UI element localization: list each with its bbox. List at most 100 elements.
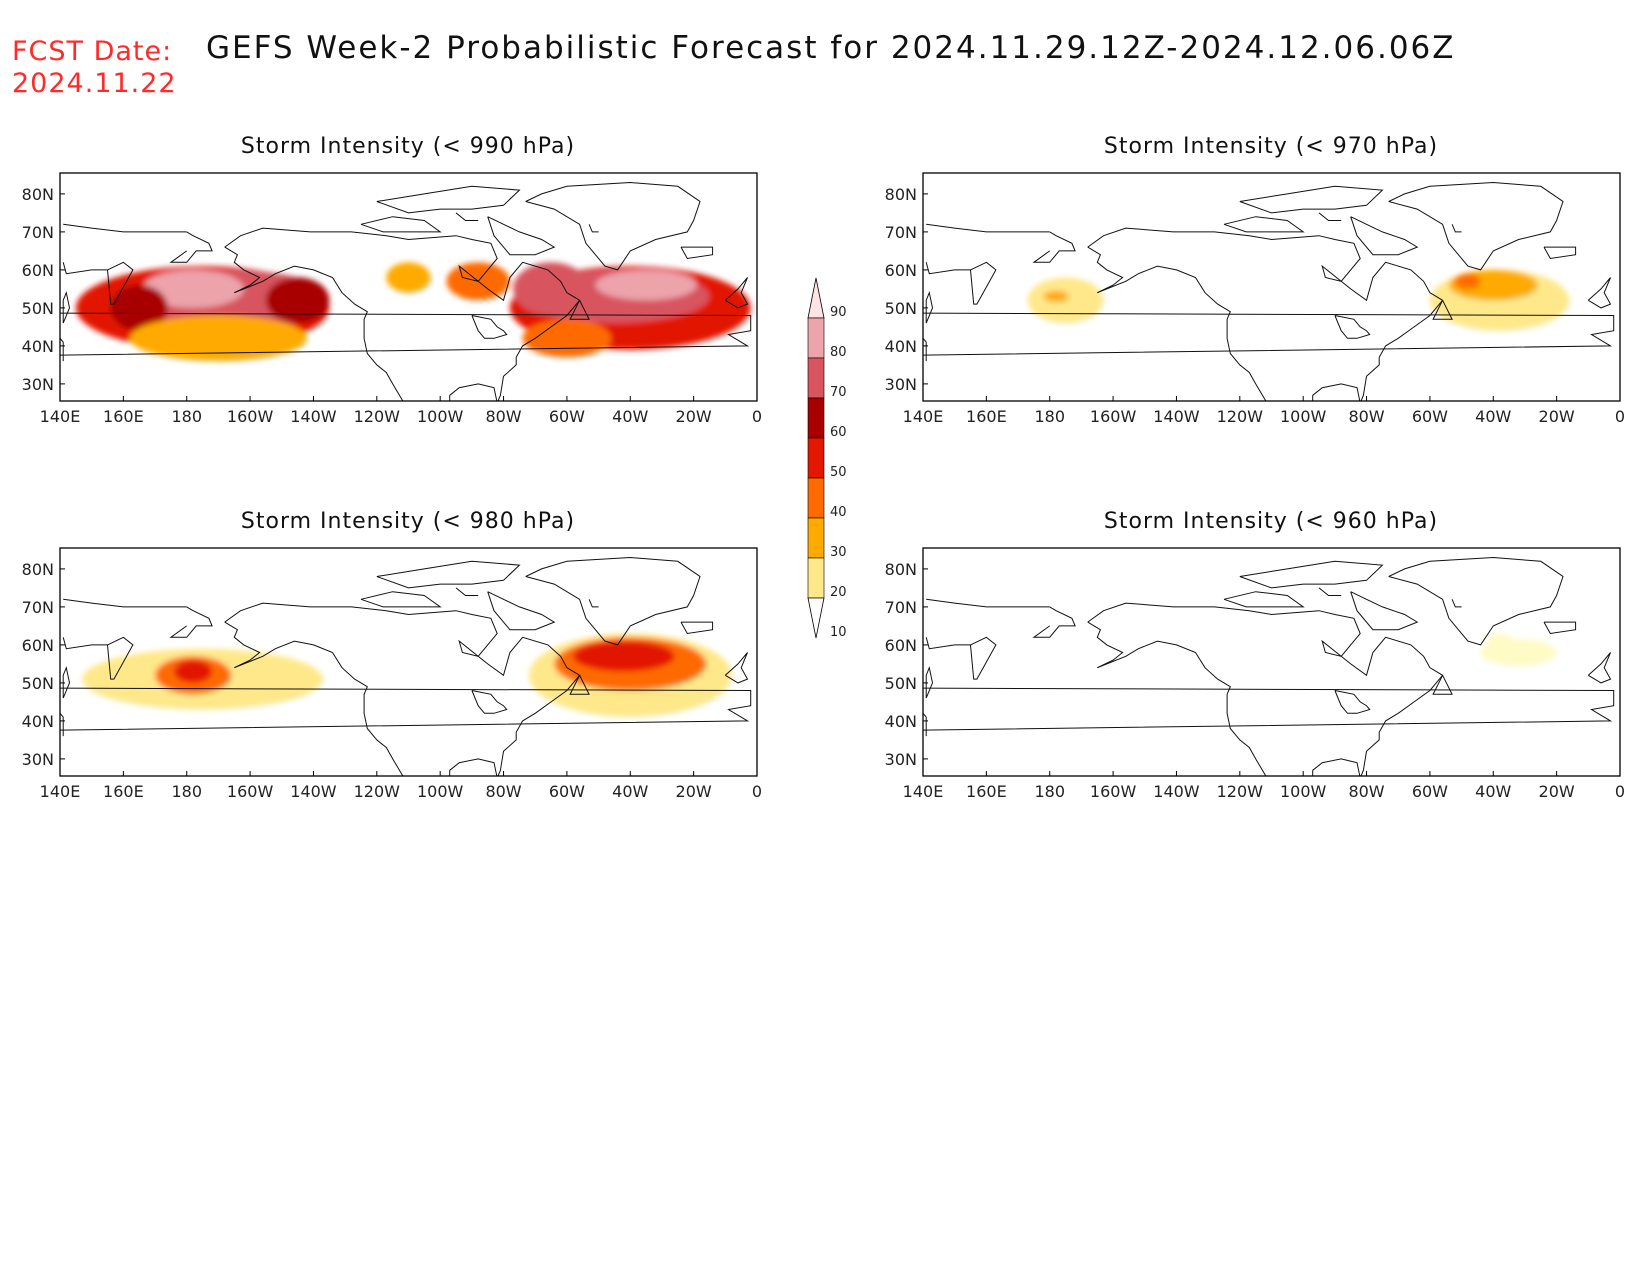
coastline-segment [224,621,261,669]
probability-region [386,262,431,293]
lon-tick-label: 20W [1539,782,1575,801]
coastline-segment [487,216,556,256]
map-frame-990 [59,172,758,402]
coastline-segment [970,636,997,680]
lon-tick-label: 140E [903,782,944,801]
lat-tick-label: 60N [22,636,54,655]
axis-ticks-960: 140E 160E 180 160W 140W 120W 100W 80W 60W 40W 20W 0… [885,560,1625,801]
coastline-segment [923,312,1615,356]
probability-field-980 [82,633,732,718]
lat-tick-label: 80N [22,560,54,579]
coastline-segment [1543,246,1577,260]
coastline-segment [923,687,1615,731]
coastline-segment [1432,300,1453,320]
probability-field [1480,633,1557,666]
colorbar-label: 80 [830,345,847,360]
coastline-segment [224,246,261,294]
figure-title: GEFS Week-2 Probabilistic Forecast for 2… [206,30,1456,66]
forecast-date-caption: FCST Date: [12,36,173,67]
axis-ticks-990: 140E 160E 180 160W 140W 120W 100W 80W 60W 40W 20W 0… [22,185,762,426]
coastline-segment [925,262,971,275]
axis-ticks-980: 140E 160E 180 160W 140W 120W 100W 80W 60W 40W 20W 0… [22,560,762,801]
lat-tick-label: 70N [22,223,54,242]
probability-region [110,285,168,331]
lon-tick-label: 60W [549,782,585,801]
lat-tick-label: 40N [885,712,917,731]
colorbar-label: 50 [830,465,847,480]
lon-tick-label: 180 [1034,407,1065,426]
lon-tick-label: 140E [903,407,944,426]
lon-tick-label: 80W [1348,782,1384,801]
coastline-segment [1239,560,1384,589]
coastline-segment [1087,602,1444,776]
coastline-segment [1239,185,1384,214]
coastline-segment [1587,652,1612,684]
panel-970: Storm Intensity (< 970 hPa) 140E 160E 180 1… [885,134,1625,426]
panel-title-990: Storm Intensity (< 990 hPa) [241,134,575,159]
lon-tick-label: 0 [1615,407,1625,426]
lat-tick-label: 40N [22,712,54,731]
colorbar-bin [807,357,825,399]
probability-region [1486,633,1513,649]
probability-region [1043,290,1069,303]
lon-tick-label: 120W [354,782,401,801]
lon-tick-label: 160W [1090,407,1137,426]
coastline-segment [1223,216,1305,233]
lon-tick-label: 140W [1153,782,1200,801]
lon-tick-label: 160W [227,407,274,426]
coastline-segment [525,181,701,271]
coastline-segment [60,337,64,362]
lon-tick-label: 100W [417,782,464,801]
panel-title-980: Storm Intensity (< 980 hPa) [241,509,575,534]
lon-tick-label: 120W [1217,782,1264,801]
colorbar-label: 40 [830,505,847,520]
lon-tick-label: 160W [227,782,274,801]
probability-region [265,277,330,324]
coastline-segment [62,262,108,275]
coastline-segment [1097,640,1314,776]
coastline-segment [376,185,521,214]
lon-tick-label: 160E [103,407,144,426]
coastline-segment [234,640,451,776]
probability-region [1455,273,1481,289]
map-frame-960 [922,547,1621,777]
coastline-segment [169,231,213,263]
probability-region [595,269,697,301]
coastline-segment [1388,181,1564,271]
lon-tick-label: 180 [171,407,202,426]
coastline-segment [525,556,701,646]
coastline-segment [1334,690,1371,714]
lon-tick-label: 140W [290,782,337,801]
probability-region [1027,277,1104,324]
coastlines-980 [60,556,752,776]
probability-region [142,269,244,308]
coastline-segment [471,315,508,339]
coastline-segment [926,598,1050,608]
lon-tick-label: 0 [752,407,762,426]
colorbar-bin [807,317,825,359]
lon-tick-label: 40W [612,407,648,426]
lat-tick-label: 80N [22,185,54,204]
coastline-segment [1312,383,1361,401]
coastline-segment [680,246,714,260]
coastline-segment [1087,227,1444,401]
lat-tick-label: 50N [885,299,917,318]
colorbar-label: 20 [830,585,847,600]
lat-tick-label: 80N [885,185,917,204]
coastline-segment [923,712,927,737]
lat-tick-label: 60N [22,261,54,280]
lat-tick-label: 40N [885,337,917,356]
colorbar-bottom-triangle [807,597,825,639]
colorbar-bin [807,437,825,479]
coastline-segment [63,598,187,608]
colorbar-label: 70 [830,385,847,400]
coastline-segment [923,337,927,362]
coastline-segment [234,265,451,401]
lon-tick-label: 160E [966,407,1007,426]
coastline-segment [1334,315,1371,339]
coastline-segment [1543,621,1577,635]
lat-tick-label: 50N [22,299,54,318]
panel-960: Storm Intensity (< 960 hPa) 140E 160E 180 1… [885,509,1625,801]
coastline-segment [62,637,108,650]
